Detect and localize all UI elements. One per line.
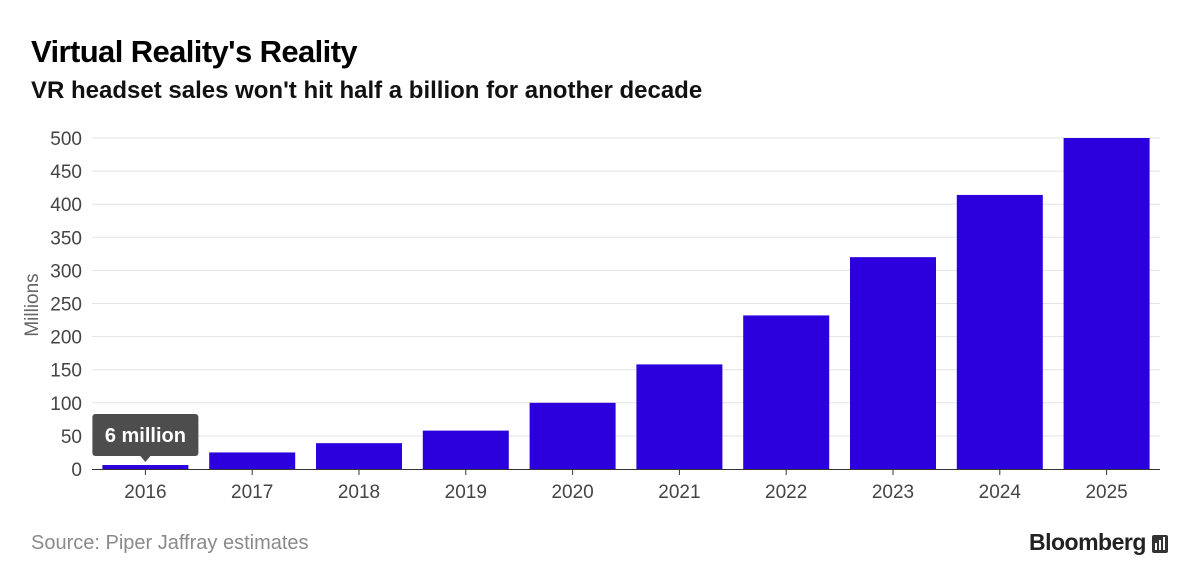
x-tick-label: 2021 (658, 482, 700, 503)
bar-2024 (956, 194, 1043, 469)
x-axis-ticks: 2016 2017 2018 2019 2020 2021 2022 2023 2024 2025 (124, 469, 1128, 503)
x-tick-label: 2022 (765, 482, 807, 503)
x-tick-label: 2024 (979, 482, 1022, 503)
brand-name: Bloomberg (1029, 529, 1146, 555)
y-tick-label: 450 (50, 162, 82, 183)
x-tick-label: 2023 (872, 482, 914, 503)
y-axis-label: Millions (22, 273, 43, 336)
x-tick-label: 2019 (445, 482, 487, 503)
x-tick-label: 2018 (338, 482, 380, 503)
y-axis-ticks: 0 50 100 150 200 250 300 350 400 450 500 (50, 129, 82, 481)
y-tick-label: 50 (61, 427, 82, 448)
x-tick-label: 2025 (1085, 482, 1127, 503)
x-tick-label: 2017 (231, 482, 273, 503)
y-tick-label: 300 (50, 261, 82, 282)
annotation-tooltip: 6 million (92, 414, 199, 462)
bloomberg-terminal-icon (1151, 535, 1168, 553)
tooltip-box (92, 414, 199, 456)
bar-2016 (102, 465, 189, 469)
y-tick-label: 400 (50, 195, 82, 216)
y-tick-label: 250 (50, 295, 82, 316)
y-tick-label: 150 (50, 361, 82, 382)
bar-2023 (850, 257, 936, 469)
x-tick-label: 2020 (551, 482, 593, 503)
y-tick-label: 200 (50, 328, 82, 349)
bar-2019 (422, 430, 509, 469)
y-tick-label: 500 (50, 129, 82, 150)
bar-2021 (636, 364, 723, 469)
bar-2025 (1063, 138, 1150, 469)
x-tick-label: 2016 (124, 482, 166, 503)
tooltip-label: 6 million (105, 425, 186, 447)
bars (102, 138, 1150, 469)
chart-subtitle: VR headset sales won't hit half a billio… (31, 77, 703, 104)
bar-2020 (529, 402, 616, 469)
tooltip-pointer (140, 456, 151, 462)
bar-2018 (316, 443, 402, 469)
source-note: Source: Piper Jaffray estimates (31, 532, 309, 554)
brand-logo: Bloomberg (1029, 528, 1168, 556)
y-tick-label: 100 (50, 394, 82, 415)
y-tick-label: 0 (71, 460, 82, 481)
bar-2022 (743, 315, 830, 469)
bar-2017 (209, 452, 296, 469)
y-tick-label: 350 (50, 228, 82, 249)
chart-title: Virtual Reality's Reality (31, 34, 358, 69)
